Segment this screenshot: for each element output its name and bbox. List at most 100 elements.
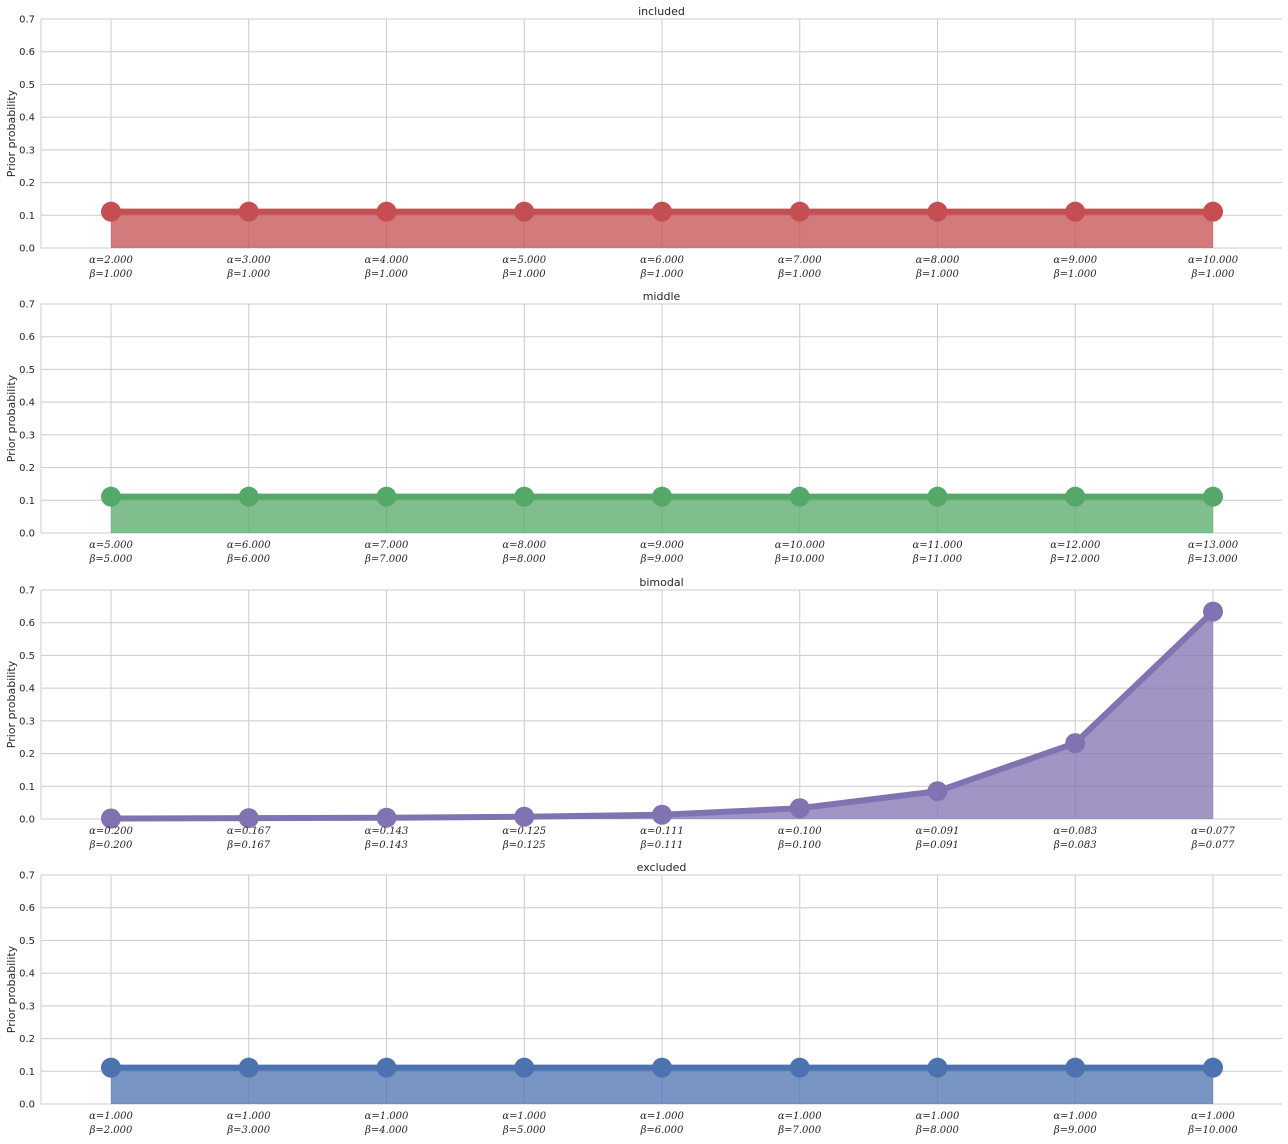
x-tick-label: α=0.111	[640, 826, 684, 837]
x-tick-label: α=6.000	[227, 540, 271, 551]
data-point	[789, 201, 810, 222]
x-tick-label: α=4.000	[365, 255, 409, 266]
data-point	[652, 486, 672, 507]
data-point	[101, 486, 121, 507]
y-tick-label: 0.6	[19, 47, 35, 58]
x-tick-label: β=0.077	[1191, 840, 1235, 851]
x-tick-label: β=8.000	[915, 1125, 959, 1136]
y-tick-label: 0.3	[19, 1001, 35, 1012]
panel-excluded: excluded Prior probability 0.0 0.1 0.2 0.3 0.4…	[5, 861, 1282, 1136]
data-point	[238, 1057, 259, 1078]
y-tick-label: 0.0	[19, 529, 35, 540]
data-point	[514, 806, 535, 827]
data-point	[376, 201, 397, 222]
x-tick-label: β=2.000	[89, 1125, 133, 1136]
data-point	[514, 1057, 535, 1078]
panel-middle: middle Prior probability 0.0 0.1 0.2 0.3 0.4 0.…	[5, 290, 1282, 565]
x-tick-label: α=1.000	[1191, 1111, 1235, 1122]
x-tick-label: α=6.000	[640, 255, 684, 266]
data-point	[101, 1057, 121, 1078]
data-point	[927, 1057, 948, 1078]
y-tick-label: 0.2	[19, 463, 35, 474]
data-point	[1203, 201, 1223, 222]
y-tick-label: 0.1	[19, 211, 35, 222]
y-tick-label: 0.7	[19, 300, 35, 311]
panel-title: middle	[643, 290, 681, 303]
x-tick-label: α=0.083	[1053, 826, 1097, 837]
y-tick-label: 0.3	[19, 430, 35, 441]
x-tick-label: α=0.077	[1191, 826, 1235, 837]
data-point	[652, 201, 672, 222]
data-point	[652, 804, 672, 825]
y-tick-label: 0.7	[19, 586, 35, 597]
x-tick-label: α=0.200	[89, 826, 133, 837]
y-tick-label: 0.4	[19, 113, 35, 124]
series-area	[111, 611, 1213, 819]
data-point	[238, 201, 259, 222]
data-point	[238, 808, 259, 829]
data-point	[789, 798, 810, 819]
x-tick-label: β=1.000	[640, 269, 684, 280]
x-tick-label: α=13.000	[1188, 540, 1239, 551]
data-point	[514, 486, 535, 507]
x-tick-label: α=3.000	[227, 255, 271, 266]
x-tick-label: α=1.000	[227, 1111, 271, 1122]
data-point	[1203, 486, 1223, 507]
x-tick-label: β=11.000	[912, 554, 963, 565]
x-tick-label: β=9.000	[640, 554, 684, 565]
x-tick-label: β=6.000	[640, 1125, 684, 1136]
data-point	[927, 781, 948, 802]
y-tick-label: 0.1	[19, 782, 35, 793]
data-point	[652, 1057, 672, 1078]
x-tick-label: β=1.000	[226, 269, 270, 280]
x-tick-label: α=5.000	[89, 540, 133, 551]
data-point	[376, 1057, 397, 1078]
x-tick-label: β=13.000	[1187, 554, 1238, 565]
data-point	[101, 201, 121, 222]
x-tick-label: α=1.000	[502, 1111, 546, 1122]
x-tick-label: α=1.000	[916, 1111, 960, 1122]
x-tick-label: β=0.100	[777, 840, 821, 851]
x-tick-label: α=8.000	[916, 255, 960, 266]
x-tick-label: α=1.000	[778, 1111, 822, 1122]
x-tick-label: β=0.091	[915, 840, 959, 851]
x-tick-label: α=0.143	[365, 826, 409, 837]
panel-title: bimodal	[639, 576, 683, 589]
data-point	[238, 486, 259, 507]
data-point	[1065, 1057, 1086, 1078]
x-tick-label: β=0.143	[364, 840, 408, 851]
x-tick-label: α=2.000	[89, 255, 133, 266]
y-tick-label: 0.6	[19, 332, 35, 343]
x-tick-label: β=4.000	[364, 1125, 408, 1136]
x-tick-label: β=1.000	[915, 269, 959, 280]
x-tick-label: β=12.000	[1050, 554, 1101, 565]
data-point	[1203, 1057, 1223, 1078]
data-point	[927, 486, 948, 507]
x-tick-label: β=0.200	[89, 840, 133, 851]
y-tick-label: 0.0	[19, 244, 35, 255]
y-axis-label: Prior probability	[5, 660, 18, 748]
y-tick-label: 0.2	[19, 1034, 35, 1045]
data-point	[514, 201, 535, 222]
x-tick-label: α=9.000	[1053, 255, 1097, 266]
y-tick-label: 0.4	[19, 684, 35, 695]
y-tick-label: 0.3	[19, 145, 35, 156]
y-tick-label: 0.7	[19, 15, 35, 26]
data-point	[789, 486, 810, 507]
data-point	[376, 807, 397, 828]
y-tick-label: 0.4	[19, 398, 35, 409]
data-point	[789, 1057, 810, 1078]
x-tick-label: α=5.000	[502, 255, 546, 266]
y-tick-label: 0.5	[19, 365, 35, 376]
x-tick-label: β=6.000	[226, 554, 270, 565]
y-tick-label: 0.4	[19, 969, 35, 980]
x-tick-label: α=9.000	[640, 540, 684, 551]
x-tick-label: β=0.125	[502, 840, 546, 851]
y-tick-label: 0.2	[19, 749, 35, 760]
x-tick-label: β=10.000	[774, 554, 825, 565]
x-tick-label: α=0.091	[916, 826, 960, 837]
x-tick-label: β=1.000	[777, 269, 821, 280]
y-tick-label: 0.5	[19, 80, 35, 91]
y-axis-label: Prior probability	[5, 374, 18, 462]
